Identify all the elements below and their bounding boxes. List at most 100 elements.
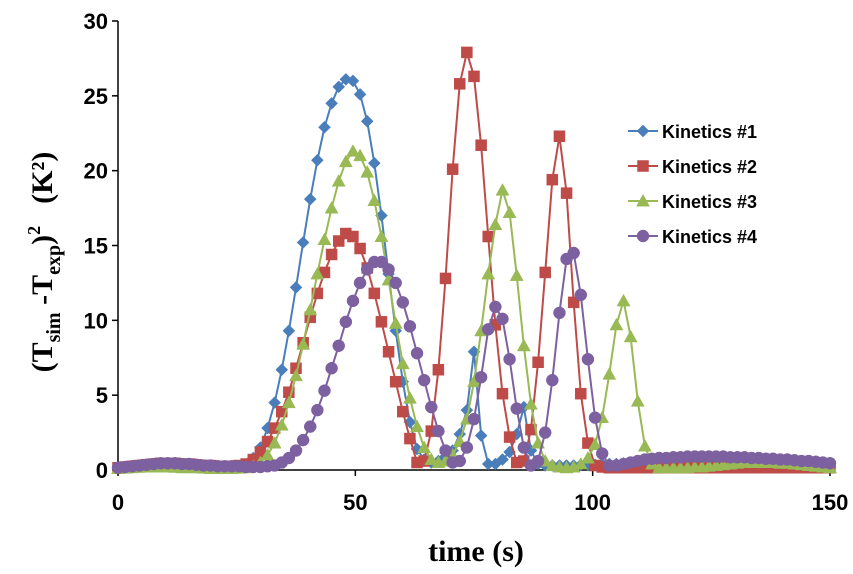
data-point bbox=[325, 248, 338, 261]
data-point bbox=[417, 440, 432, 453]
data-point bbox=[368, 287, 381, 300]
data-point bbox=[346, 294, 360, 308]
data-point bbox=[553, 306, 566, 320]
data-point bbox=[481, 266, 496, 280]
y-tick-label: 5 bbox=[96, 383, 108, 408]
data-point bbox=[574, 288, 588, 302]
data-point bbox=[296, 433, 310, 447]
legend-marker bbox=[637, 160, 649, 172]
x-tick-label: 150 bbox=[812, 490, 849, 515]
data-point bbox=[432, 363, 445, 376]
data-point bbox=[460, 441, 474, 454]
data-point bbox=[432, 424, 445, 438]
data-point bbox=[495, 183, 510, 196]
data-point bbox=[303, 192, 317, 206]
data-point bbox=[488, 217, 503, 230]
data-point bbox=[425, 400, 438, 414]
data-point bbox=[467, 412, 481, 426]
data-point bbox=[395, 356, 410, 370]
data-point bbox=[509, 268, 524, 281]
legend-item: Kinetics #3 bbox=[628, 192, 757, 212]
data-point bbox=[546, 373, 559, 387]
data-point bbox=[560, 187, 573, 199]
data-point bbox=[454, 78, 466, 90]
legend-marker bbox=[636, 124, 650, 138]
data-point bbox=[360, 165, 375, 178]
data-point bbox=[275, 363, 289, 377]
data-point bbox=[388, 316, 403, 329]
data-point bbox=[367, 156, 381, 170]
data-point bbox=[474, 370, 488, 384]
data-point bbox=[296, 337, 311, 350]
data-point bbox=[595, 447, 609, 460]
data-point bbox=[546, 173, 559, 186]
data-point bbox=[502, 205, 517, 219]
data-point bbox=[339, 315, 353, 329]
y-tick-label: 10 bbox=[84, 308, 108, 333]
data-point bbox=[346, 74, 360, 88]
data-point bbox=[332, 235, 345, 247]
data-point bbox=[474, 429, 488, 442]
data-point bbox=[382, 346, 395, 358]
legend-item: Kinetics #1 bbox=[628, 122, 757, 142]
legend-marker bbox=[636, 193, 650, 207]
data-point bbox=[274, 418, 289, 431]
x-tick-label: 0 bbox=[112, 490, 124, 515]
data-point bbox=[481, 323, 495, 336]
data-point bbox=[602, 367, 617, 380]
data-point bbox=[489, 300, 502, 314]
data-point bbox=[517, 441, 531, 454]
data-point bbox=[325, 96, 338, 110]
y-title-sub-exp: exp bbox=[43, 245, 65, 275]
data-point bbox=[303, 420, 317, 433]
data-point bbox=[296, 236, 310, 249]
y-tick-label: 0 bbox=[96, 458, 108, 483]
y-tick-labels: 0 5 10 15 20 25 30 bbox=[84, 9, 108, 483]
data-point bbox=[353, 87, 367, 101]
y-title-close: ) bbox=[26, 235, 59, 245]
data-point bbox=[532, 356, 544, 368]
x-tick-label: 50 bbox=[343, 490, 367, 515]
plot-area bbox=[111, 20, 837, 476]
data-point bbox=[402, 391, 417, 404]
data-point bbox=[311, 287, 324, 300]
data-point bbox=[289, 444, 303, 457]
legend-label: Kinetics #2 bbox=[662, 157, 757, 177]
data-point bbox=[567, 246, 580, 260]
data-point bbox=[496, 387, 509, 400]
data-point bbox=[389, 276, 402, 290]
data-point bbox=[360, 114, 374, 128]
data-point bbox=[823, 457, 837, 470]
data-point bbox=[609, 317, 624, 331]
series-layer bbox=[111, 46, 837, 475]
data-point bbox=[581, 352, 595, 366]
legend: Kinetics #1 Kinetics #2 Kinetics #3 Kinetic… bbox=[628, 122, 757, 247]
data-point bbox=[567, 296, 580, 309]
data-point bbox=[575, 387, 587, 400]
data-point bbox=[367, 193, 382, 207]
data-point bbox=[289, 368, 303, 382]
data-point bbox=[616, 293, 631, 307]
data-point bbox=[281, 395, 296, 409]
data-point bbox=[289, 281, 303, 294]
data-point bbox=[347, 230, 359, 243]
data-point bbox=[353, 276, 367, 290]
data-point bbox=[424, 452, 439, 465]
data-point bbox=[332, 339, 345, 353]
data-point bbox=[375, 316, 388, 328]
data-point bbox=[453, 454, 467, 468]
legend-label: Kinetics #1 bbox=[662, 122, 757, 142]
data-point bbox=[410, 419, 424, 433]
data-point bbox=[389, 375, 402, 388]
x-axis-title: time (s) bbox=[428, 535, 524, 568]
x-tick-label: 100 bbox=[574, 490, 611, 515]
data-point bbox=[267, 436, 282, 449]
series-4 bbox=[111, 246, 837, 475]
data-point bbox=[496, 453, 509, 466]
data-point bbox=[468, 70, 480, 83]
data-point bbox=[403, 320, 417, 333]
data-point bbox=[318, 120, 331, 134]
y-title-sup: 2 bbox=[24, 226, 44, 235]
data-point bbox=[325, 361, 338, 375]
